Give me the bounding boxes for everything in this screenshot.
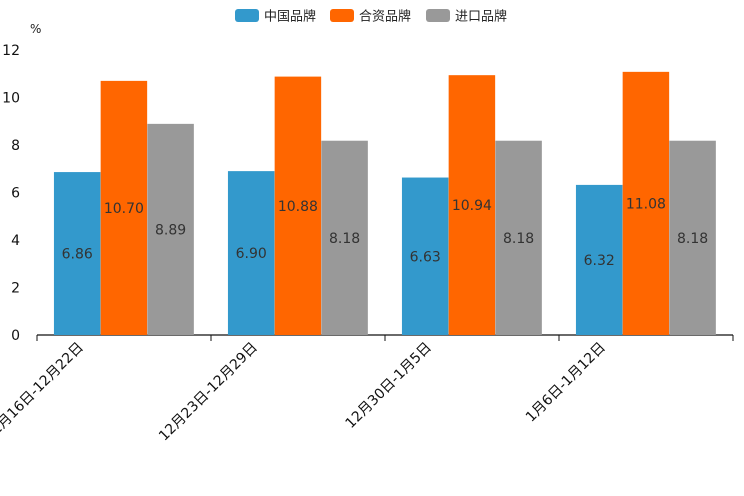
bar (448, 75, 496, 336)
bar (495, 140, 542, 335)
legend-label-3: 进口品牌 (455, 9, 507, 25)
bar (622, 71, 670, 335)
data-label: 6.63 (410, 249, 441, 265)
data-label: 6.32 (584, 253, 615, 269)
data-label: 6.90 (236, 246, 267, 262)
data-label: 8.18 (329, 231, 360, 247)
y-axis-unit-label: % (30, 22, 41, 36)
data-label: 10.88 (278, 199, 318, 215)
x-category-label: 1月6日-1月12日 (523, 340, 609, 426)
x-category-label: 12月23日-12月29日 (156, 340, 261, 445)
bar (669, 140, 716, 335)
bar (227, 171, 275, 335)
y-tick-label: 12 (2, 43, 20, 59)
data-label: 10.94 (452, 198, 492, 214)
bar (274, 76, 322, 335)
x-axis: 12月16日-12月22日 12月23日-12月29日 12月30日-1月5日 1月6… (0, 335, 734, 445)
data-label: 11.08 (626, 196, 666, 212)
bar (100, 80, 148, 335)
bar (53, 172, 101, 335)
data-label: 8.18 (677, 231, 708, 247)
bars: 6.86 10.70 8.89 6.90 10.88 8.18 6.63 10.94 8.18 6… (53, 71, 716, 336)
bar (401, 177, 449, 335)
legend-swatch-2 (330, 9, 354, 22)
data-label: 10.70 (104, 201, 144, 217)
y-tick-label: 0 (11, 328, 20, 344)
y-tick-label: 2 (11, 281, 20, 297)
y-tick-label: 8 (11, 138, 20, 154)
x-category-label: 12月16日-12月22日 (0, 340, 87, 445)
data-label: 8.18 (503, 231, 534, 247)
legend: 中国品牌 合资品牌 进口品牌 (235, 9, 507, 25)
bar (575, 184, 623, 335)
bar (147, 123, 194, 335)
y-tick-label: 6 (11, 186, 20, 202)
y-tick-label: 10 (2, 91, 20, 107)
legend-label-1: 中国品牌 (264, 9, 316, 25)
data-label: 8.89 (155, 222, 186, 238)
legend-swatch-3 (426, 9, 450, 22)
legend-label-2: 合资品牌 (359, 9, 411, 25)
data-label: 6.86 (62, 247, 93, 263)
bar (321, 140, 368, 335)
legend-swatch-1 (235, 9, 259, 22)
y-tick-label: 4 (11, 233, 20, 249)
x-category-label: 12月30日-1月5日 (343, 340, 435, 432)
